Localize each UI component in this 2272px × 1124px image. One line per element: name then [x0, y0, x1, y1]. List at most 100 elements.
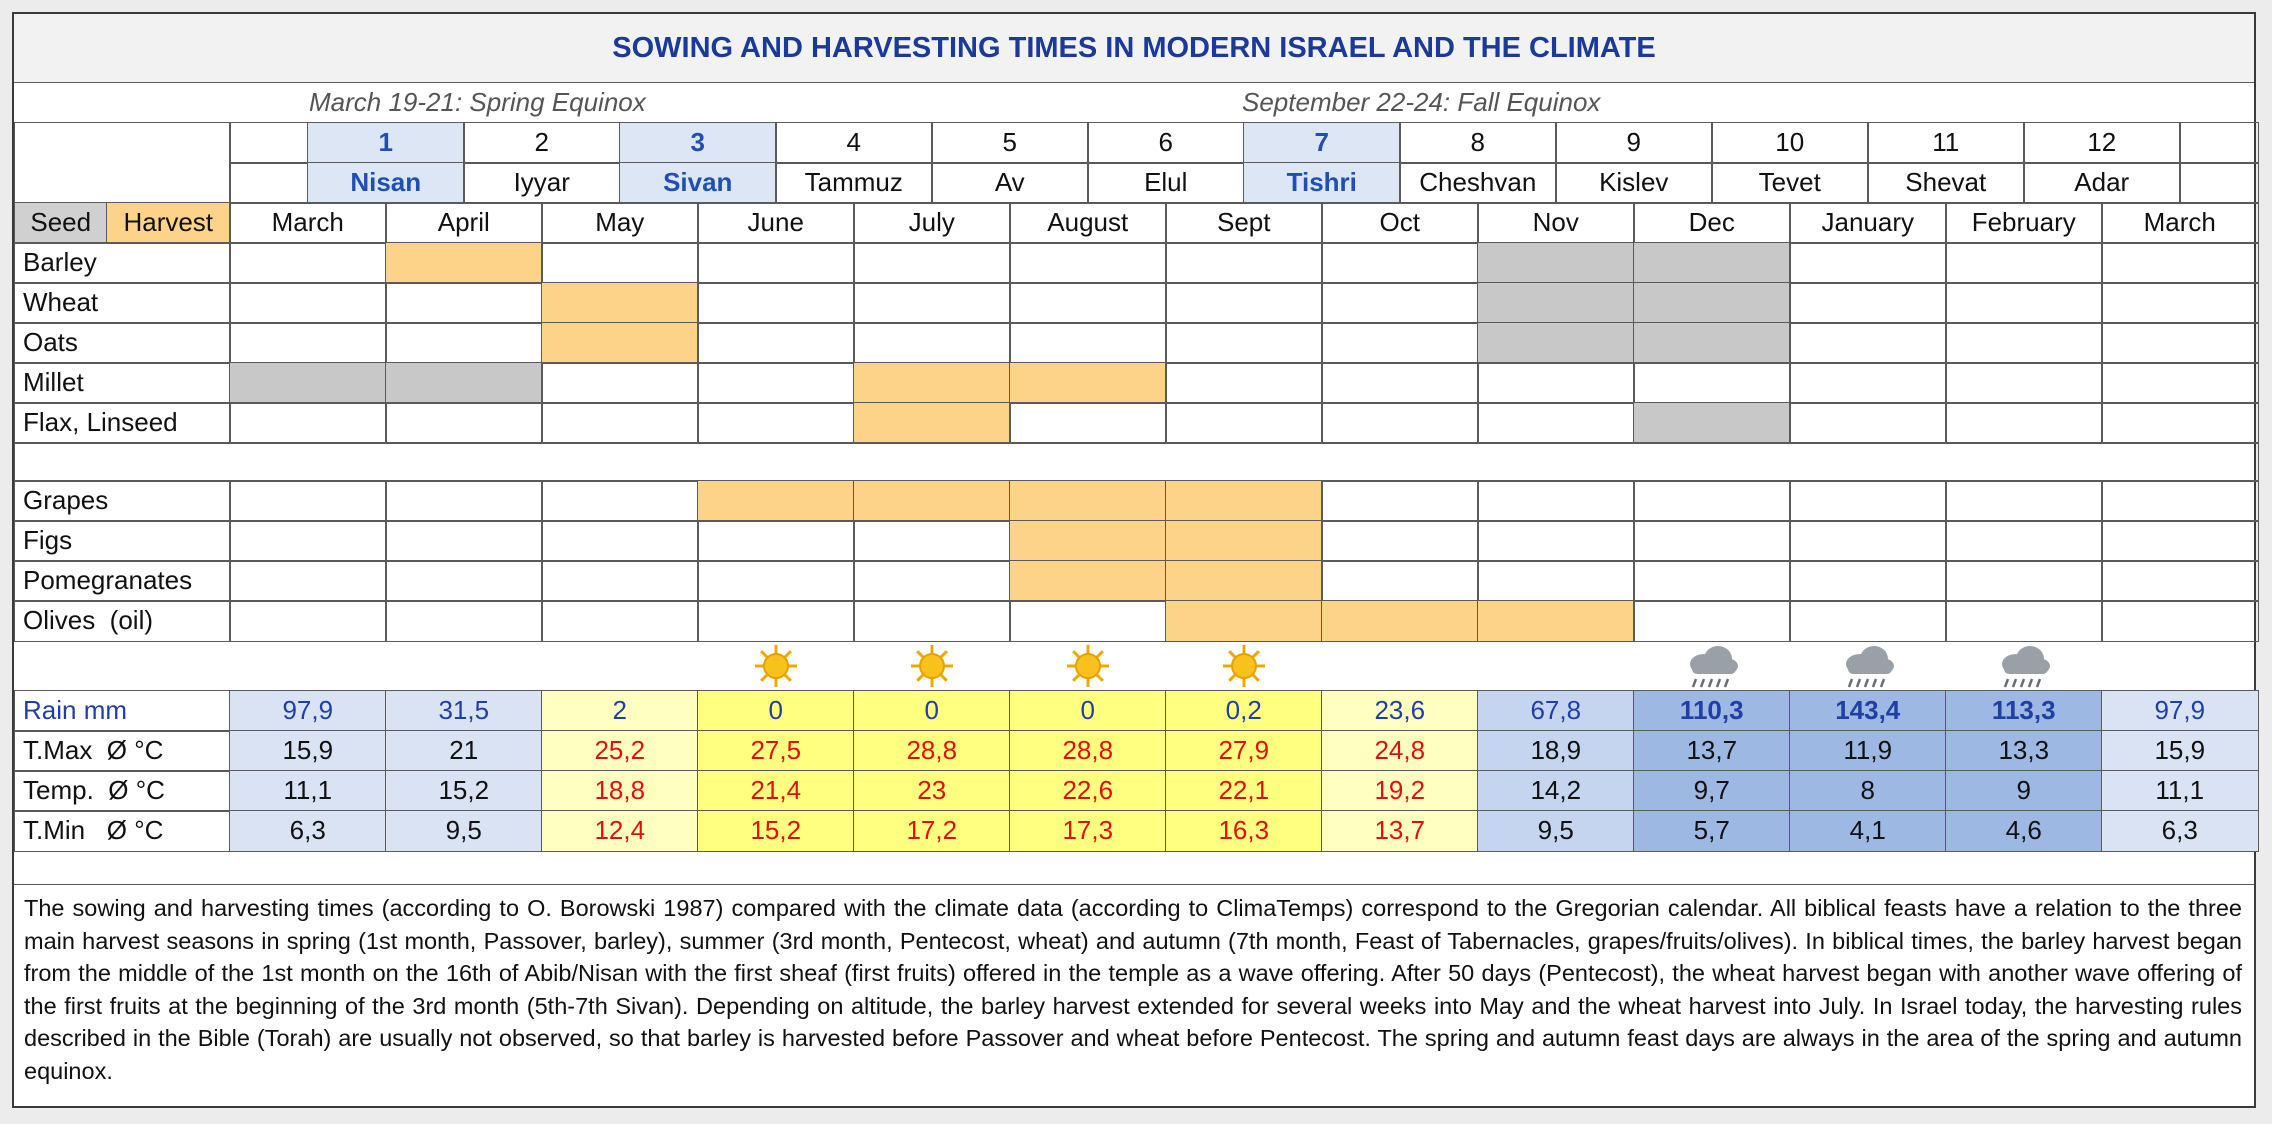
- crop-cell: [697, 322, 855, 364]
- crop-cell: [385, 600, 543, 642]
- crop-cell: [1321, 362, 1479, 404]
- crop-label: Oats: [14, 322, 231, 364]
- climate-value: 22,1: [1165, 770, 1323, 812]
- month-header: June: [697, 202, 855, 244]
- seed-legend: Seed: [14, 202, 108, 244]
- title: SOWING AND HARVESTING TIMES IN MODERN IS…: [14, 14, 2254, 83]
- month-header: February: [1945, 202, 2103, 244]
- crop-cell: [1477, 322, 1635, 364]
- climate-value: 0: [697, 690, 855, 732]
- crop-cell: [1633, 282, 1791, 324]
- crop-cell: [541, 520, 699, 562]
- crop-cell: [1789, 282, 1947, 324]
- climate-value: 22,6: [1009, 770, 1167, 812]
- hebrew-month-name: Elul: [1087, 162, 1245, 204]
- fall-equinox: September 22-24: Fall Equinox: [1242, 86, 1601, 117]
- crop-cell: [697, 282, 855, 324]
- crop-cell: [853, 242, 1011, 284]
- hebrew-month-name: Cheshvan: [1399, 162, 1557, 204]
- hebrew-month-number: 7: [1243, 122, 1401, 164]
- crop-cell: [1477, 600, 1635, 642]
- climate-value: 17,3: [1009, 810, 1167, 852]
- month-header: May: [541, 202, 699, 244]
- crop-label: Wheat: [14, 282, 231, 324]
- climate-value: 11,1: [2101, 770, 2259, 812]
- climate-label: Temp. Ø °C: [14, 770, 231, 812]
- climate-value: 23: [853, 770, 1011, 812]
- rain-icon: [1789, 640, 1947, 692]
- crop-cell: [541, 242, 699, 284]
- hebrew-month-number: 10: [1711, 122, 1869, 164]
- crop-cell: [541, 560, 699, 602]
- crop-cell: [229, 242, 387, 284]
- crop-cell: [1477, 520, 1635, 562]
- crop-cell: [1633, 520, 1791, 562]
- climate-value: 15,2: [697, 810, 855, 852]
- climate-value: 0: [853, 690, 1011, 732]
- crop-cell: [1321, 282, 1479, 324]
- crop-cell: [229, 560, 387, 602]
- sun-icon: [1165, 640, 1323, 692]
- hebrew-month-name: Tishri: [1243, 162, 1401, 204]
- crop-cell: [1633, 242, 1791, 284]
- crop-cell: [1633, 322, 1791, 364]
- climate-value: 110,3: [1633, 690, 1791, 732]
- crop-cell: [385, 282, 543, 324]
- climate-value: 9: [1945, 770, 2103, 812]
- hebrew-month-number: 11: [1867, 122, 2025, 164]
- crop-cell: [1477, 402, 1635, 444]
- crop-cell: [1633, 362, 1791, 404]
- crop-cell: [1945, 560, 2103, 602]
- crop-cell: [385, 362, 543, 404]
- climate-value: 6,3: [229, 810, 387, 852]
- crop-cell: [1009, 480, 1167, 522]
- hebrew-month-number: 2: [463, 122, 621, 164]
- crop-cell: [1009, 520, 1167, 562]
- month-header: Nov: [1477, 202, 1635, 244]
- crop-cell: [385, 480, 543, 522]
- climate-value: 6,3: [2101, 810, 2259, 852]
- climate-value: 143,4: [1789, 690, 1947, 732]
- climate-value: 14,2: [1477, 770, 1635, 812]
- climate-value: 21: [385, 730, 543, 772]
- climate-value: 15,9: [229, 730, 387, 772]
- crop-cell: [2101, 362, 2259, 404]
- crop-cell: [1165, 322, 1323, 364]
- climate-label: T.Min Ø °C: [14, 810, 231, 852]
- blank-cell: [229, 122, 309, 164]
- blank-cell: [2179, 122, 2259, 164]
- crop-cell: [1477, 242, 1635, 284]
- climate-value: 24,8: [1321, 730, 1479, 772]
- crop-cell: [1165, 402, 1323, 444]
- climate-value: 0: [1009, 690, 1167, 732]
- climate-value: 19,2: [1321, 770, 1479, 812]
- crop-cell: [1321, 242, 1479, 284]
- crop-cell: [853, 322, 1011, 364]
- crop-cell: [1789, 362, 1947, 404]
- crop-cell: [1165, 242, 1323, 284]
- hebrew-month-number: 6: [1087, 122, 1245, 164]
- climate-value: 17,2: [853, 810, 1011, 852]
- climate-value: 4,1: [1789, 810, 1947, 852]
- crop-cell: [1165, 282, 1323, 324]
- crop-cell: [1945, 600, 2103, 642]
- hebrew-month-number: 1: [307, 122, 465, 164]
- crop-cell: [697, 480, 855, 522]
- crop-cell: [2101, 242, 2259, 284]
- climate-value: 4,6: [1945, 810, 2103, 852]
- crop-cell: [1633, 480, 1791, 522]
- month-header: August: [1009, 202, 1167, 244]
- climate-value: 9,5: [385, 810, 543, 852]
- crop-cell: [853, 282, 1011, 324]
- crop-cell: [1477, 560, 1635, 602]
- crop-cell: [1321, 600, 1479, 642]
- separator: [14, 884, 2254, 885]
- hebrew-month-name: Tevet: [1711, 162, 1869, 204]
- hebrew-month-number: 9: [1555, 122, 1713, 164]
- hebrew-month-name: Sivan: [619, 162, 777, 204]
- hebrew-month-name: Adar: [2023, 162, 2181, 204]
- climate-value: 16,3: [1165, 810, 1323, 852]
- crop-cell: [1789, 402, 1947, 444]
- hebrew-month-name: Nisan: [307, 162, 465, 204]
